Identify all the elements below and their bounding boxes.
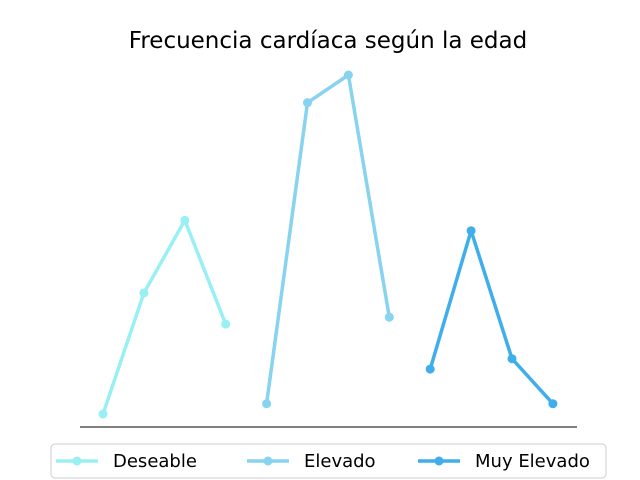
legend-label-1: Deseable: [113, 451, 197, 472]
data-point-2-2: [303, 98, 312, 108]
data-point-1-1: [98, 409, 108, 419]
legend-box: [50, 443, 607, 479]
series-line-3: [428, 228, 555, 405]
legend-marker-1: [72, 456, 82, 466]
data-point-2-4: [384, 312, 394, 322]
data-point-2-3: [343, 70, 353, 80]
data-point-1-4: [221, 319, 231, 329]
legend: Deseable Elevado Muy Elevado: [50, 443, 607, 479]
series-line-1: [101, 218, 228, 415]
legend-label-2: Elevado: [304, 451, 376, 472]
data-point-1-3: [180, 215, 190, 225]
data-point-2-1: [262, 399, 272, 409]
legend-label-3: Muy Elevado: [475, 451, 590, 472]
data-point-3-2: [466, 226, 476, 236]
chart-title: Frecuencia cardíaca según la edad: [129, 28, 527, 54]
legend-marker-3: [434, 456, 444, 466]
series-line-2: [264, 73, 392, 404]
data-point-3-1: [425, 364, 435, 374]
data-point-3-4: [548, 399, 558, 409]
plot-area: [98, 70, 558, 419]
data-point-1-2: [139, 288, 149, 298]
data-point-3-3: [507, 354, 517, 364]
legend-marker-2: [263, 456, 273, 466]
